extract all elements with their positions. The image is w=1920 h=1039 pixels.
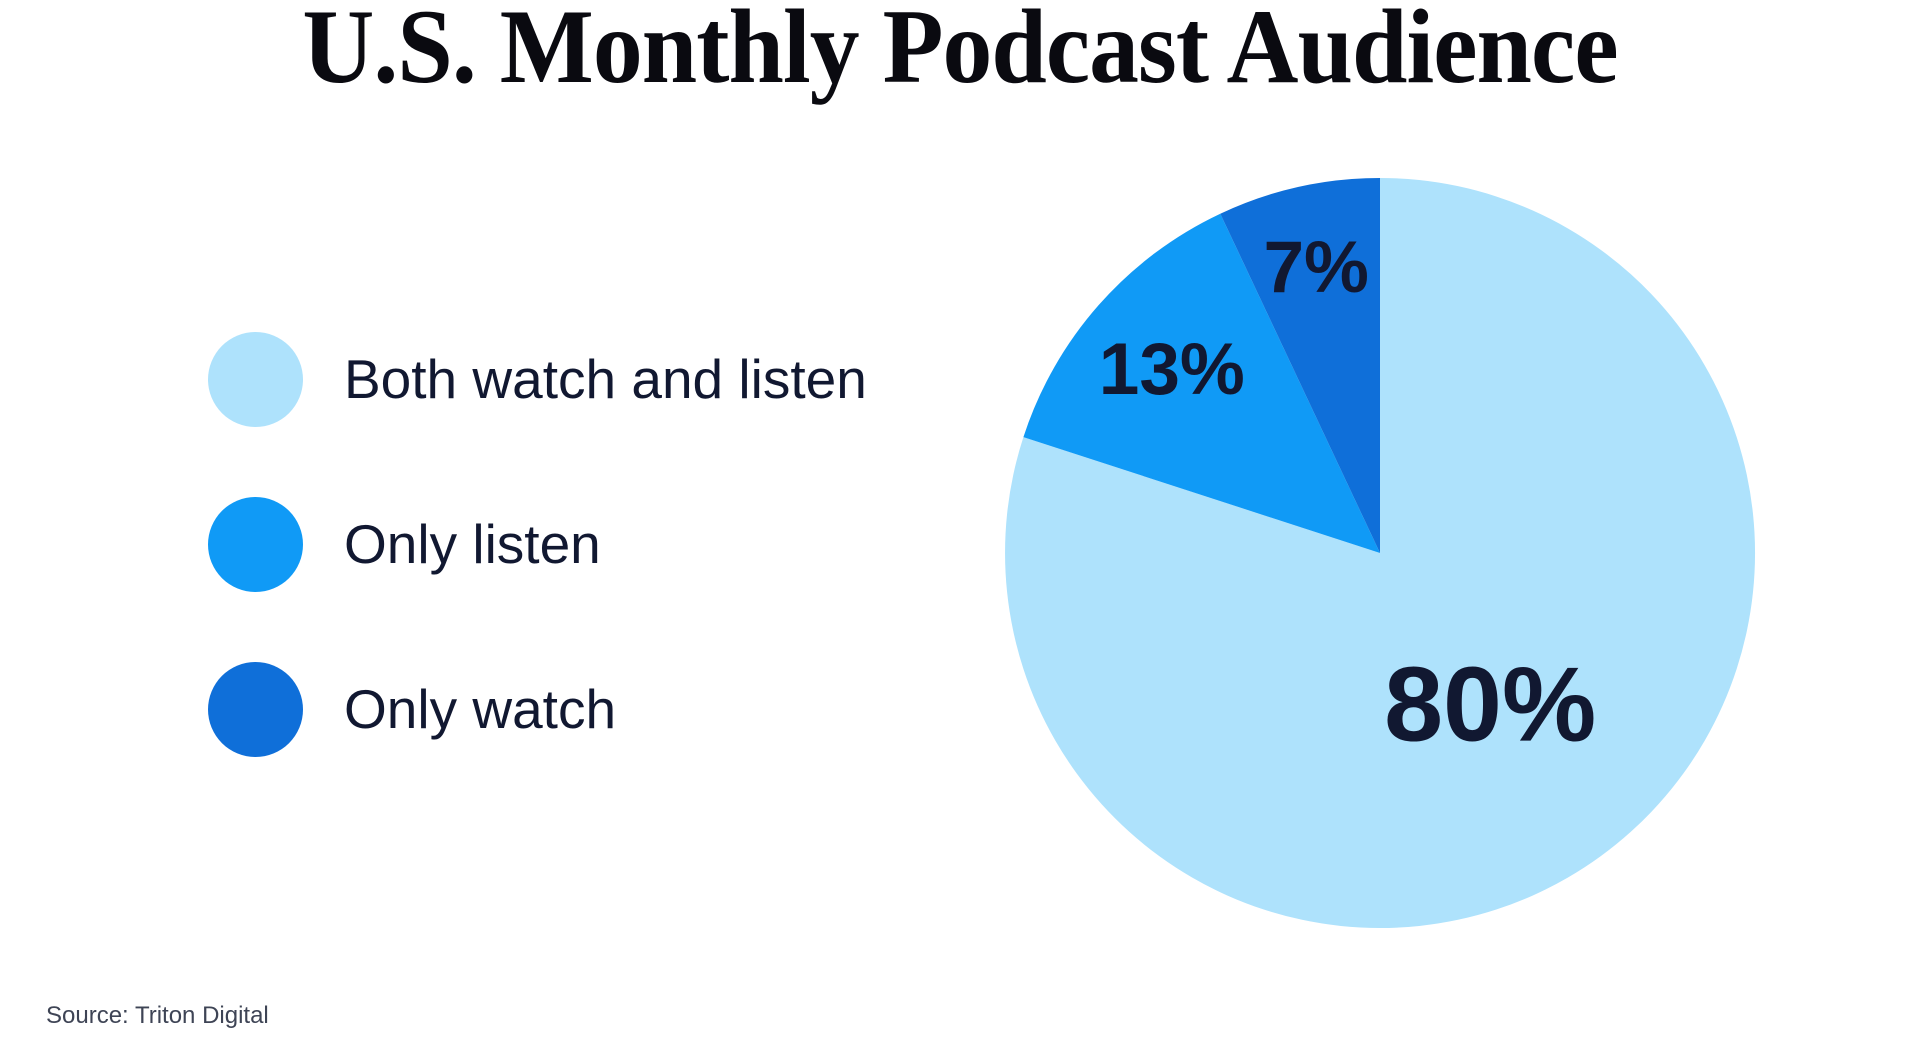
legend-label-only-watch: Only watch bbox=[344, 678, 617, 740]
legend-item-both-watch-and-listen: Both watch and listen bbox=[208, 332, 867, 427]
legend-label-only-listen: Only listen bbox=[344, 513, 601, 575]
legend-label-both-watch-and-listen: Both watch and listen bbox=[344, 348, 867, 410]
slice-value-label-only-listen: 13% bbox=[1099, 329, 1245, 410]
legend-swatch-both-watch-and-listen bbox=[208, 332, 303, 427]
legend-swatch-only-watch bbox=[208, 662, 303, 757]
chart-title: U.S. Monthly Podcast Audience bbox=[302, 0, 1618, 105]
slice-value-label-both-watch-and-listen: 80% bbox=[1384, 646, 1596, 764]
pie-slice-only-listen bbox=[1023, 213, 1380, 553]
slice-value-label-only-watch: 7% bbox=[1263, 227, 1369, 308]
pie-slice-only-watch bbox=[1220, 178, 1380, 553]
legend-swatch-only-listen bbox=[208, 497, 303, 592]
source-note: Source: Triton Digital bbox=[46, 1002, 269, 1029]
legend-item-only-listen: Only listen bbox=[208, 497, 867, 592]
legend-item-only-watch: Only watch bbox=[208, 662, 867, 757]
legend: Both watch and listen Only listen Only wat… bbox=[208, 332, 867, 757]
pie-slice-both-watch-and-listen bbox=[1005, 178, 1756, 928]
